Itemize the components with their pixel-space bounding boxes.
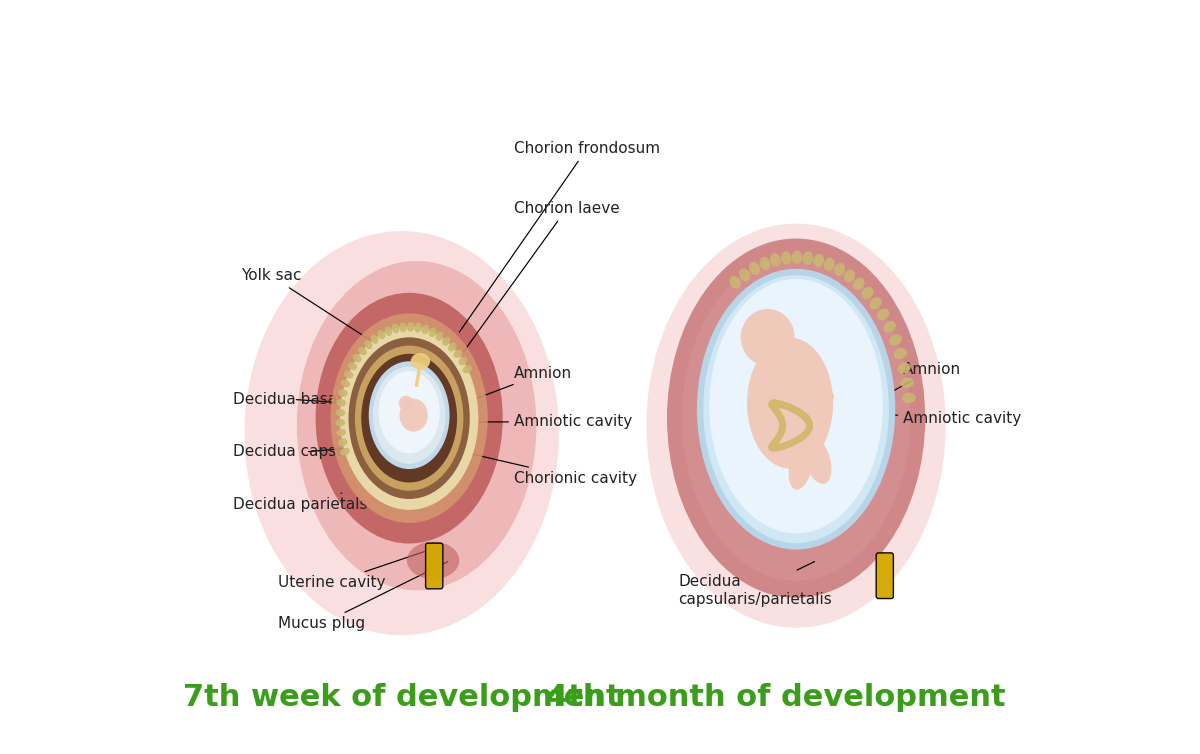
Ellipse shape bbox=[428, 328, 437, 337]
Text: Amnion: Amnion bbox=[457, 366, 572, 406]
Ellipse shape bbox=[344, 370, 353, 379]
Ellipse shape bbox=[384, 326, 392, 336]
Text: Decidua parietals: Decidua parietals bbox=[233, 493, 367, 512]
Ellipse shape bbox=[667, 238, 925, 598]
Ellipse shape bbox=[803, 251, 814, 265]
Text: 4th month of development: 4th month of development bbox=[546, 683, 1006, 712]
Text: Chorion frondosum: Chorion frondosum bbox=[460, 141, 660, 332]
Ellipse shape bbox=[407, 541, 460, 579]
Ellipse shape bbox=[371, 335, 379, 344]
Ellipse shape bbox=[697, 269, 895, 550]
Ellipse shape bbox=[900, 378, 913, 388]
Text: Uterine cavity: Uterine cavity bbox=[278, 550, 428, 590]
Ellipse shape bbox=[788, 444, 812, 489]
Ellipse shape bbox=[815, 392, 834, 407]
Text: Amnion: Amnion bbox=[887, 362, 961, 394]
Ellipse shape bbox=[814, 254, 824, 267]
Ellipse shape bbox=[336, 429, 346, 437]
Ellipse shape bbox=[844, 270, 856, 283]
Ellipse shape bbox=[853, 277, 864, 290]
Ellipse shape bbox=[883, 321, 896, 333]
Ellipse shape bbox=[398, 396, 414, 411]
Ellipse shape bbox=[373, 366, 445, 464]
Ellipse shape bbox=[358, 347, 367, 355]
Text: 7th week of development: 7th week of development bbox=[182, 683, 620, 712]
Ellipse shape bbox=[792, 250, 803, 264]
Ellipse shape bbox=[410, 353, 430, 369]
FancyBboxPatch shape bbox=[876, 553, 893, 599]
Ellipse shape bbox=[877, 308, 889, 320]
Ellipse shape bbox=[898, 363, 911, 373]
Ellipse shape bbox=[442, 336, 450, 346]
Ellipse shape bbox=[647, 224, 946, 628]
Text: Decidua capsularis: Decidua capsularis bbox=[233, 444, 378, 459]
Ellipse shape bbox=[889, 334, 902, 345]
Ellipse shape bbox=[338, 389, 348, 397]
Ellipse shape bbox=[316, 293, 503, 544]
Ellipse shape bbox=[364, 340, 372, 349]
Ellipse shape bbox=[296, 261, 536, 590]
Ellipse shape bbox=[348, 362, 358, 370]
Ellipse shape bbox=[739, 268, 750, 281]
Ellipse shape bbox=[368, 361, 450, 469]
Ellipse shape bbox=[407, 322, 414, 332]
Ellipse shape bbox=[803, 435, 832, 484]
Ellipse shape bbox=[245, 231, 559, 635]
Ellipse shape bbox=[730, 276, 740, 289]
Text: Mucus plug: Mucus plug bbox=[278, 562, 448, 632]
Ellipse shape bbox=[902, 393, 916, 403]
Ellipse shape bbox=[355, 345, 463, 491]
Text: Decidua basalis: Decidua basalis bbox=[233, 392, 354, 407]
Ellipse shape bbox=[338, 439, 348, 446]
Ellipse shape bbox=[682, 256, 911, 581]
Ellipse shape bbox=[760, 257, 770, 270]
Ellipse shape bbox=[414, 323, 422, 333]
Ellipse shape bbox=[341, 448, 350, 455]
Ellipse shape bbox=[436, 332, 444, 341]
Text: Decidua
capsularis/parietalis: Decidua capsularis/parietalis bbox=[678, 562, 833, 606]
Ellipse shape bbox=[894, 348, 907, 359]
Text: Amniotic cavity: Amniotic cavity bbox=[449, 415, 632, 430]
Ellipse shape bbox=[448, 342, 456, 351]
Ellipse shape bbox=[824, 258, 835, 271]
Text: Yolk sac: Yolk sac bbox=[241, 268, 410, 366]
Ellipse shape bbox=[392, 323, 400, 333]
Ellipse shape bbox=[463, 365, 472, 373]
Ellipse shape bbox=[341, 380, 350, 388]
Text: Chorionic cavity: Chorionic cavity bbox=[449, 449, 637, 486]
Ellipse shape bbox=[709, 279, 883, 533]
Ellipse shape bbox=[400, 399, 428, 431]
Ellipse shape bbox=[834, 263, 845, 276]
Ellipse shape bbox=[348, 337, 469, 499]
Ellipse shape bbox=[336, 419, 346, 426]
Ellipse shape bbox=[377, 330, 385, 339]
Ellipse shape bbox=[454, 349, 462, 358]
Text: Chorion laeve: Chorion laeve bbox=[463, 201, 619, 352]
Ellipse shape bbox=[330, 314, 487, 523]
Ellipse shape bbox=[340, 326, 479, 510]
Ellipse shape bbox=[336, 399, 346, 406]
Ellipse shape bbox=[336, 409, 346, 416]
Ellipse shape bbox=[770, 253, 781, 267]
Ellipse shape bbox=[748, 338, 833, 469]
Ellipse shape bbox=[421, 325, 430, 334]
Ellipse shape bbox=[740, 309, 794, 366]
Text: Amniotic cavity: Amniotic cavity bbox=[883, 411, 1021, 426]
Ellipse shape bbox=[458, 357, 467, 366]
Ellipse shape bbox=[378, 371, 440, 453]
Ellipse shape bbox=[353, 354, 361, 363]
Ellipse shape bbox=[400, 323, 407, 332]
Ellipse shape bbox=[862, 287, 874, 299]
FancyBboxPatch shape bbox=[426, 543, 443, 589]
Ellipse shape bbox=[870, 297, 882, 309]
Ellipse shape bbox=[703, 275, 889, 543]
Ellipse shape bbox=[749, 262, 760, 275]
Ellipse shape bbox=[781, 251, 792, 265]
Ellipse shape bbox=[361, 354, 457, 483]
